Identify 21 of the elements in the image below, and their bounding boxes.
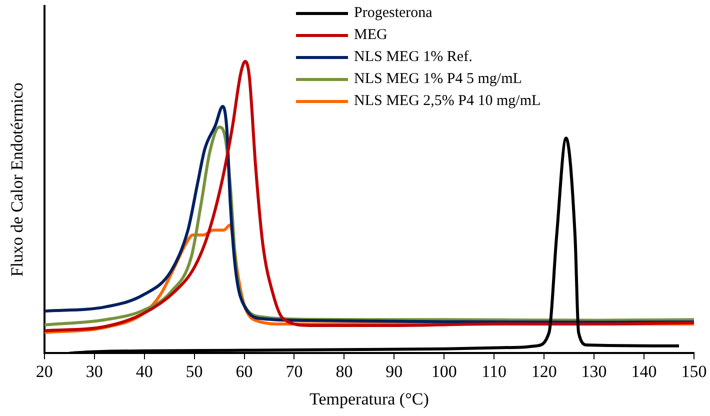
x-tick-label: 20: [36, 362, 53, 381]
legend-label: Progesterona: [354, 4, 432, 23]
legend-label: MEG: [354, 26, 388, 45]
x-tick-label: 140: [631, 362, 657, 381]
legend-label: NLS MEG 1% P4 5 mg/mL: [354, 70, 522, 89]
x-tick-label: 50: [186, 362, 203, 381]
x-tick-label: 130: [581, 362, 607, 381]
x-tick-label: 120: [531, 362, 557, 381]
x-tick-label: 70: [286, 362, 303, 381]
x-axis-title: Temperatura (°C): [310, 389, 429, 408]
x-tick-label: 100: [431, 362, 457, 381]
x-tick-label: 40: [136, 362, 153, 381]
x-tick-label: 30: [86, 362, 103, 381]
legend-label: NLS MEG 1% Ref.: [354, 48, 472, 67]
legend-label: NLS MEG 2,5% P4 10 mg/mL: [354, 92, 541, 111]
x-tick-label: 60: [236, 362, 253, 381]
x-tick-label: 110: [482, 362, 507, 381]
y-axis-title: Fluxo de Calor Endotérmico: [8, 82, 27, 277]
x-tick-label: 150: [681, 362, 707, 381]
x-tick-label: 80: [336, 362, 353, 381]
x-tick-label: 90: [386, 362, 403, 381]
